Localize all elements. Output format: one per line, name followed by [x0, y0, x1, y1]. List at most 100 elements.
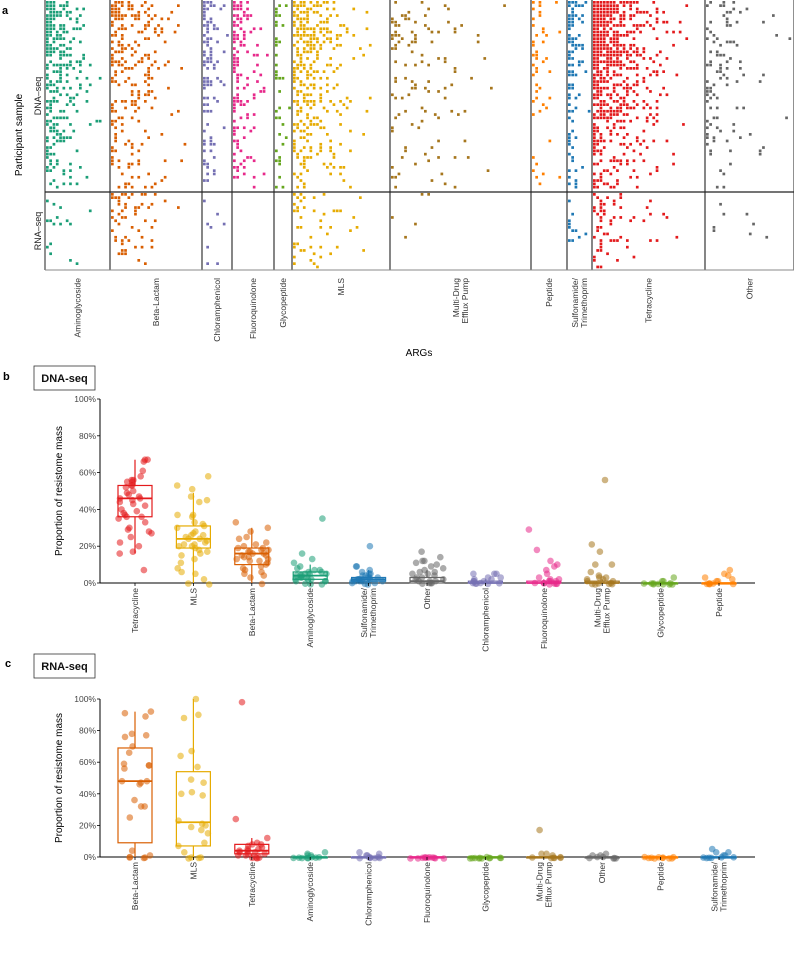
heatmap-cell — [69, 17, 72, 21]
heatmap-cell — [157, 34, 160, 37]
heatmap-cell — [407, 93, 411, 97]
heatmap-cell — [568, 139, 571, 143]
heatmap-cell — [326, 20, 329, 24]
heatmap-cell — [293, 43, 296, 47]
heatmap-cell — [568, 20, 571, 24]
heatmap-cell — [293, 80, 296, 83]
heatmap-cell — [206, 179, 209, 182]
heatmap-cell — [394, 20, 397, 24]
heatmap-cell — [299, 34, 303, 37]
heatmap-cell — [574, 73, 578, 77]
heatmap-cell — [309, 119, 313, 123]
heatmap-cell — [150, 245, 154, 249]
heatmap-cell — [59, 109, 62, 113]
heatmap-cell — [535, 50, 538, 54]
heatmap-cell — [111, 119, 114, 123]
heatmap-cell — [299, 119, 303, 123]
heatmap-cell — [319, 126, 323, 130]
heatmap-cell — [742, 73, 745, 77]
heatmap-cell — [574, 37, 578, 40]
heatmap-cell — [635, 93, 639, 97]
data-point — [121, 733, 129, 741]
data-point — [256, 557, 263, 565]
heatmap-cell — [65, 116, 69, 120]
heatmap-cell — [596, 30, 599, 34]
heatmap-cell — [599, 7, 603, 11]
heatmap-cell — [203, 80, 206, 83]
heatmap-cell — [538, 182, 542, 186]
heatmap-cell — [130, 162, 134, 166]
heatmap-cell — [117, 159, 121, 163]
heatmap-cell — [134, 83, 137, 87]
heatmap-cell — [599, 219, 603, 223]
heatmap-cell — [252, 96, 256, 100]
heatmap-cell — [602, 86, 606, 90]
heatmap-cell — [62, 50, 66, 54]
heatmap-cell — [236, 57, 239, 60]
heatmap-cell — [593, 146, 596, 149]
y-tick-label: 40% — [79, 504, 96, 514]
heatmap-cell — [593, 113, 596, 116]
heatmap-cell — [278, 159, 281, 163]
heatmap-cell — [49, 4, 52, 7]
heatmap-cell — [206, 123, 209, 126]
data-point — [535, 574, 543, 581]
heatmap-cell — [72, 96, 76, 100]
heatmap-cell — [612, 7, 616, 11]
heatmap-cell — [278, 40, 281, 44]
heatmap-cell — [72, 129, 76, 133]
column-label-line: MLS — [336, 278, 346, 296]
heatmap-cell — [532, 40, 535, 44]
heatmap-cell — [616, 109, 619, 113]
data-point — [137, 473, 144, 480]
heatmap-cell — [329, 139, 332, 143]
panel-c: c RNA-seq Proportion of resistome mass 0… — [5, 653, 755, 926]
heatmap-cell — [302, 182, 306, 186]
heatmap-cell — [629, 175, 632, 179]
data-point — [128, 730, 136, 738]
heatmap-cell — [144, 73, 147, 77]
panel-b-plot: 0%20%40%60%80%100%Tetracycline MLS Beta-La… — [74, 394, 755, 652]
heatmap-cell — [571, 57, 574, 60]
heatmap-cell — [616, 159, 619, 163]
heatmap-cell — [299, 37, 303, 40]
x-tick-label-line: Efflux Pump — [602, 588, 612, 634]
heatmap-cell — [596, 34, 599, 37]
heatmap-cell — [296, 63, 299, 67]
heatmap-cell — [233, 30, 236, 34]
heatmap-cell — [616, 37, 619, 40]
heatmap-cell — [150, 4, 154, 7]
heatmap-cell — [709, 96, 712, 100]
heatmap-cell — [606, 119, 609, 123]
heatmap-cell — [293, 193, 296, 196]
heatmap-cell — [532, 7, 535, 11]
heatmap-cell — [596, 17, 599, 21]
heatmap-cell — [612, 73, 616, 77]
heatmap-cell — [52, 116, 56, 120]
heatmap-cell — [206, 7, 209, 11]
heatmap-cell — [309, 27, 313, 31]
x-tick-label: Multi-DrugEfflux Pump — [593, 588, 612, 634]
heatmap-cell — [75, 7, 79, 11]
heatmap-cell — [147, 70, 150, 73]
heatmap-cell — [404, 149, 407, 153]
heatmap-cell — [259, 90, 263, 93]
data-point — [596, 548, 604, 555]
heatmap-cell — [134, 103, 137, 106]
heatmap-cell — [339, 123, 342, 126]
heatmap-cell — [88, 63, 92, 67]
heatmap-cell — [134, 63, 137, 67]
heatmap-cell — [606, 4, 609, 7]
heatmap-cell — [299, 27, 303, 31]
heatmap-cell — [242, 172, 246, 176]
x-tick-label: Glycopeptide — [480, 862, 490, 912]
heatmap-cell — [127, 43, 131, 47]
heatmap-cell — [239, 73, 243, 77]
heatmap-cell — [632, 169, 636, 172]
heatmap-cell — [65, 1, 69, 4]
heatmap-cell — [252, 113, 256, 116]
heatmap-cell — [312, 47, 316, 50]
heatmap-cell — [758, 80, 762, 83]
heatmap-cell — [275, 43, 278, 47]
heatmap-cell — [616, 259, 619, 262]
